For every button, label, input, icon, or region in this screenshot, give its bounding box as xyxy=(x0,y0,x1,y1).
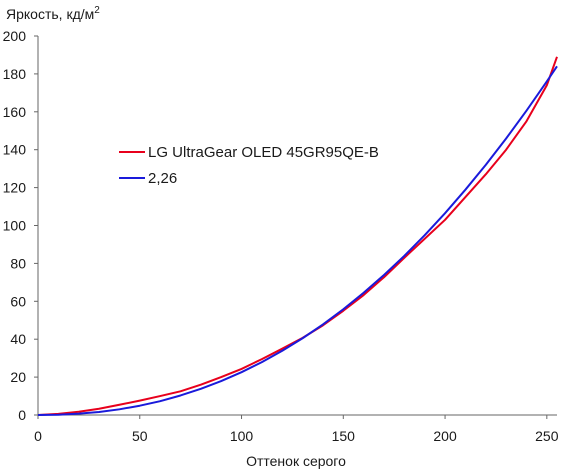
y-tick-label: 200 xyxy=(3,28,27,44)
y-tick-label: 140 xyxy=(3,142,27,158)
y-tick-label: 100 xyxy=(3,218,27,234)
legend: LG UltraGear OLED 45GR95QE-B 2,26 xyxy=(119,144,379,187)
x-axis-title: Оттенок серого xyxy=(246,453,346,469)
series-layer xyxy=(37,56,558,416)
series-line-gamma-2-26 xyxy=(37,65,558,416)
x-axis-ticks: 0 50 100 150 200 250 xyxy=(34,415,559,444)
y-axis-title: Яркость, кд/м2 xyxy=(6,5,100,22)
x-tick-label: 150 xyxy=(332,428,356,444)
legend-label-gamma-2-26: 2,26 xyxy=(148,170,177,187)
y-tick-label: 180 xyxy=(3,66,27,82)
legend-label-lg-ultragear: LG UltraGear OLED 45GR95QE-B xyxy=(148,144,379,161)
x-tick-label: 100 xyxy=(230,428,254,444)
y-tick-label: 40 xyxy=(10,331,26,347)
y-tick-label: 120 xyxy=(3,180,27,196)
x-tick-label: 200 xyxy=(433,428,457,444)
x-tick-label: 250 xyxy=(535,428,559,444)
series-line-lg-ultragear xyxy=(37,56,558,416)
y-tick-label: 60 xyxy=(10,293,26,309)
y-tick-label: 80 xyxy=(10,255,26,271)
y-tick-label: 20 xyxy=(10,369,26,385)
y-tick-label: 160 xyxy=(3,104,27,120)
y-axis-ticks: 0 20 40 60 80 100 120 140 160 180 200 xyxy=(3,28,38,423)
x-tick-label: 0 xyxy=(34,428,42,444)
x-tick-label: 50 xyxy=(132,428,148,444)
y-tick-label: 0 xyxy=(18,407,26,423)
